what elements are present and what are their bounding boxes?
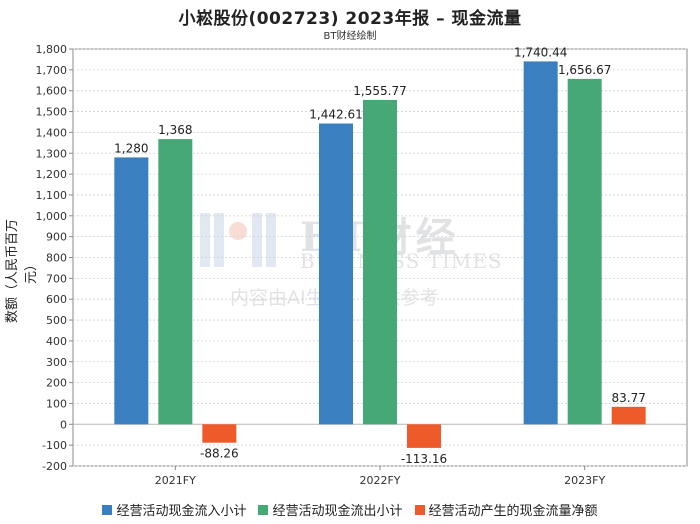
data-label: 1,368 [158,123,192,137]
legend-item-outflow: 经营活动现金流出小计 [258,500,403,519]
y-tick-label: 1,600 [36,85,68,98]
legend-swatch-outflow [258,504,269,515]
y-tick-label: 1,100 [36,189,68,202]
bar [319,123,353,425]
y-tick-label: 1,500 [36,106,68,119]
y-tick-label: 400 [46,335,67,348]
y-tick-label: 0 [60,418,67,431]
y-tick-label: -200 [42,460,67,473]
bar [114,157,149,425]
data-label: 1,280 [114,141,148,155]
y-tick-label: 1,200 [36,168,68,181]
bar [202,424,237,443]
bar [407,424,441,448]
bar [363,99,397,425]
legend-item-net: 经营活动产生的现金流量净额 [414,500,598,519]
legend-label-inflow: 经营活动现金流入小计 [116,504,247,519]
y-tick-label: 800 [46,252,67,265]
x-tick-label: 2021FY [155,474,196,487]
bar [523,61,558,425]
data-label: 1,656.67 [558,63,611,77]
data-label: -113.16 [401,452,447,466]
y-tick-label: 1,800 [36,43,68,56]
y-tick-label: 1,300 [36,147,68,160]
legend-swatch-net [414,504,425,515]
y-tick-label: 1,000 [36,210,68,223]
bar [158,139,193,425]
data-label: 1,442.61 [309,108,362,122]
legend: 经营活动现金流入小计 经营活动现金流出小计 经营活动产生的现金流量净额 [0,500,700,519]
data-label: 83.77 [611,391,645,405]
y-tick-label: 500 [46,314,67,327]
data-label: 1,555.77 [353,84,406,98]
y-tick-label: 1,700 [36,64,68,77]
y-tick-label: 100 [46,397,67,410]
bar [567,78,602,425]
y-tick-label: 200 [46,377,67,390]
chart-subtitle: BT财经绘制 [323,31,377,42]
y-tick-label: 1,400 [36,126,68,139]
legend-label-net: 经营活动产生的现金流量净额 [428,504,598,519]
y-tick-label: 900 [46,231,67,244]
chart-title: 小崧股份(002723) 2023年报 – 现金流量 [178,9,522,29]
legend-swatch-inflow [102,504,113,515]
data-label: -88.26 [200,447,239,461]
data-label: 1,740.44 [514,45,567,59]
x-tick-label: 2022FY [359,474,400,487]
bar [611,406,646,425]
x-tick-label: 2023FY [564,474,605,487]
y-tick-label: 300 [46,356,67,369]
y-tick-label: -100 [42,439,67,452]
y-tick-label: 600 [46,293,67,306]
legend-item-inflow: 经营活动现金流入小计 [102,500,246,519]
y-tick-label: 700 [46,272,67,285]
legend-label-outflow: 经营活动现金流出小计 [272,504,403,519]
